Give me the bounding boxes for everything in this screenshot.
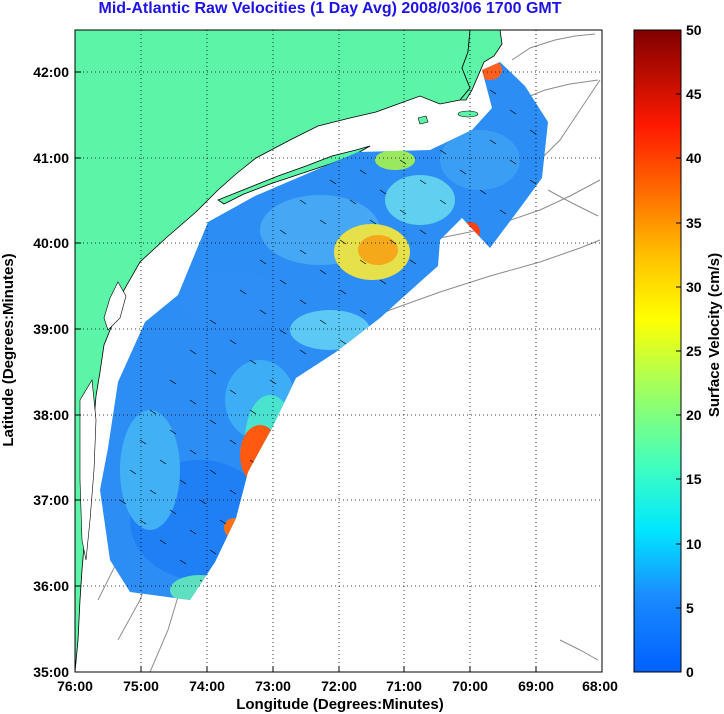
delaware-bay: [103, 281, 127, 331]
y-tick-label: 42:00: [33, 64, 69, 80]
vector-arrows: [119, 89, 537, 585]
y-tick-label: 39:00: [33, 321, 69, 337]
colorbar-tick-label: 45: [686, 86, 702, 102]
y-axis-label: Latitude (Degrees:Minutes): [0, 253, 17, 446]
x-tick-label: 73:00: [255, 678, 291, 694]
y-tick-label: 41:00: [33, 150, 69, 166]
axis-ticks: [74, 71, 603, 673]
land-cape-cod: [459, 30, 503, 101]
colorbar: [633, 29, 682, 673]
colorbar-tick-label: 40: [686, 150, 702, 166]
y-tick-label: 37:00: [33, 492, 69, 508]
y-tick-label: 38:00: [33, 407, 69, 423]
x-axis-label: Longitude (Degrees:Minutes): [236, 696, 444, 713]
colorbar-tick-label: 15: [686, 471, 702, 487]
colorbar-label: Surface Velocity (cm/s): [706, 253, 723, 417]
x-tick-label: 76:00: [57, 678, 93, 694]
x-tick-label: 75:00: [123, 678, 159, 694]
colorbar-tick-label: 20: [686, 407, 702, 423]
x-tick-label: 70:00: [452, 678, 488, 694]
colorbar-tick-label: 50: [686, 22, 702, 38]
colorbar-ticks: [676, 29, 681, 673]
colorbar-tick-label: 0: [686, 664, 694, 680]
y-tick-label: 36:00: [33, 578, 69, 594]
colorbar-tick-label: 5: [686, 600, 694, 616]
colorbar-tick-label: 25: [686, 343, 702, 359]
x-tick-label: 69:00: [518, 678, 554, 694]
colorbar-tick-label: 35: [686, 215, 702, 231]
y-tick-label: 40:00: [33, 235, 69, 251]
island-marthas-vineyard: [457, 110, 479, 118]
island-block: [417, 115, 429, 125]
x-tick-label: 72:00: [321, 678, 357, 694]
x-tick-label: 68:00: [582, 678, 618, 694]
y-tick-label: 35:00: [33, 664, 69, 680]
x-tick-label: 74:00: [189, 678, 225, 694]
colorbar-tick-label: 30: [686, 279, 702, 295]
land-long-island: [217, 145, 371, 205]
map-title: Mid-Atlantic Raw Velocities (1 Day Avg) …: [98, 0, 562, 17]
colorbar-tick-label: 10: [686, 536, 702, 552]
x-tick-label: 71:00: [386, 678, 422, 694]
